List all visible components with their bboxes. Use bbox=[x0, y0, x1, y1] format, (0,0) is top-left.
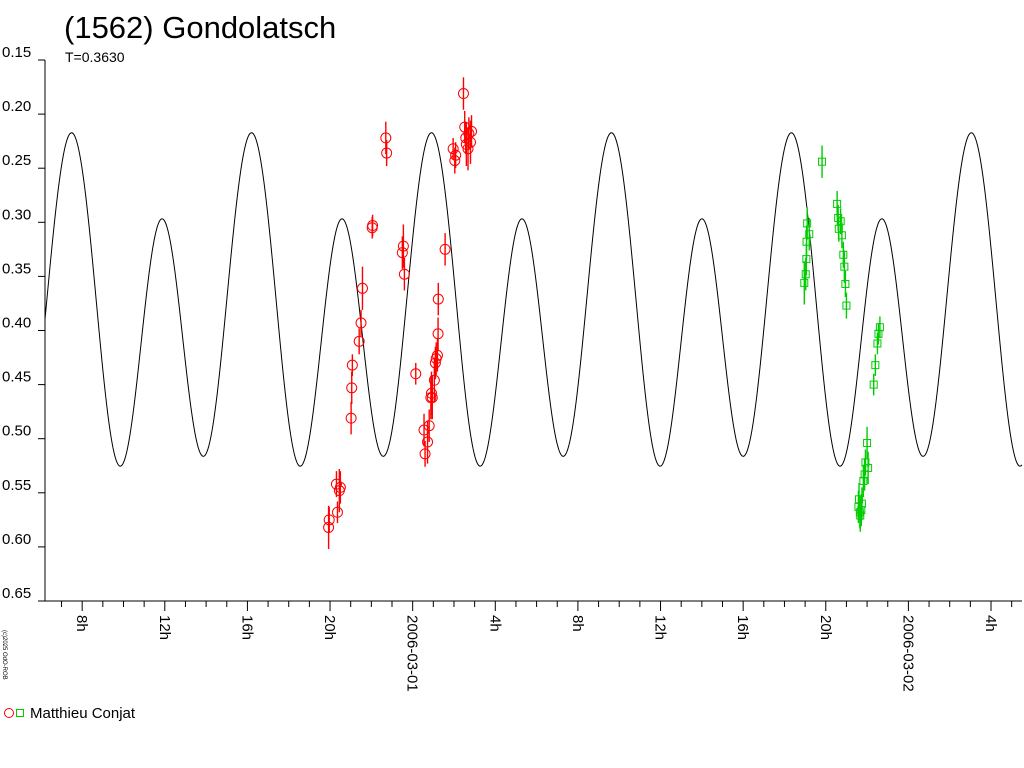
data-point-square bbox=[818, 157, 827, 166]
legend-circle-marker bbox=[4, 708, 14, 718]
data-point-circle bbox=[447, 143, 459, 155]
data-point-square bbox=[873, 339, 882, 348]
y-tick-label: 0.35 bbox=[2, 260, 31, 277]
fit-curve-line bbox=[44, 132, 1023, 467]
data-point-circle bbox=[381, 147, 393, 159]
x-tick-label: 20h bbox=[321, 615, 338, 640]
data-point-square bbox=[833, 199, 842, 208]
x-tick-label: 12h bbox=[156, 615, 173, 640]
data-point-circle bbox=[428, 374, 440, 386]
data-point-circle bbox=[419, 448, 431, 460]
data-point-circle bbox=[410, 368, 422, 380]
y-tick-label: 0.40 bbox=[2, 315, 31, 332]
legend: Matthieu Conjat bbox=[4, 703, 135, 723]
data-point-circle bbox=[345, 412, 357, 424]
x-tick-label: 8h bbox=[569, 615, 586, 632]
legend-square-marker bbox=[16, 709, 24, 717]
data-point-circle bbox=[422, 436, 434, 448]
data-point-square bbox=[800, 278, 809, 287]
data-point-circle bbox=[323, 514, 335, 526]
y-tick-label: 0.65 bbox=[2, 585, 31, 602]
data-point-circle bbox=[463, 128, 475, 140]
y-tick-label: 0.55 bbox=[2, 477, 31, 494]
data-point-square bbox=[840, 262, 849, 271]
data-point-square bbox=[805, 230, 814, 239]
x-tick-label: 4h bbox=[486, 615, 503, 632]
data-point-circle bbox=[346, 382, 358, 394]
y-tick-label: 0.15 bbox=[2, 44, 31, 61]
data-point-square bbox=[839, 250, 848, 259]
data-point-square bbox=[874, 329, 883, 338]
data-point-square bbox=[841, 279, 850, 288]
y-tick-label: 0.30 bbox=[2, 206, 31, 223]
data-point-circle bbox=[450, 149, 462, 161]
data-point-circle bbox=[431, 349, 443, 361]
x-tick-label: 8h bbox=[73, 615, 90, 632]
x-tick-label: 20h bbox=[817, 615, 834, 640]
data-point-circle bbox=[449, 155, 461, 167]
data-point-circle bbox=[396, 247, 408, 259]
chart-title: (1562) Gondolatsch bbox=[64, 10, 337, 45]
data-point-square bbox=[856, 511, 865, 520]
data-point-circle bbox=[330, 478, 342, 490]
data-point-circle bbox=[462, 143, 474, 155]
x-tick-label: 2006-03-01 bbox=[404, 615, 421, 692]
data-point-square bbox=[871, 361, 880, 370]
legend-label: Matthieu Conjat bbox=[30, 704, 136, 722]
data-point-square bbox=[837, 231, 846, 240]
data-point-circle bbox=[439, 243, 451, 255]
data-point-circle bbox=[465, 136, 477, 148]
data-point-circle bbox=[346, 359, 358, 371]
data-point-circle bbox=[334, 481, 346, 493]
data-point-circle bbox=[397, 240, 409, 252]
data-point-circle bbox=[429, 357, 441, 369]
data-point-square bbox=[803, 219, 812, 228]
x-tick-label: 2006-03-02 bbox=[899, 615, 916, 692]
y-tick-label: 0.50 bbox=[2, 423, 31, 440]
data-point-circle bbox=[457, 88, 469, 100]
y-tick-label: 0.60 bbox=[2, 531, 31, 548]
chart-subtitle: T=0.3630 bbox=[65, 49, 125, 65]
data-point-square bbox=[875, 323, 884, 332]
data-point-square bbox=[857, 499, 866, 508]
data-point-circle bbox=[398, 268, 410, 280]
data-point-circle bbox=[426, 392, 438, 404]
data-point-square bbox=[864, 463, 873, 472]
x-tick-label: 16h bbox=[734, 615, 751, 640]
x-tick-label: 4h bbox=[982, 615, 999, 632]
data-point-circle bbox=[380, 132, 392, 144]
x-tick-label: 12h bbox=[652, 615, 669, 640]
data-point-circle bbox=[367, 220, 379, 232]
data-point-circle bbox=[423, 420, 435, 432]
data-point-square bbox=[863, 439, 872, 448]
x-tick-label: 16h bbox=[238, 615, 255, 640]
y-tick-label: 0.45 bbox=[2, 369, 31, 386]
data-point-circle bbox=[356, 282, 368, 294]
data-point-square bbox=[861, 458, 870, 467]
data-point-circle bbox=[425, 387, 437, 399]
data-point-circle bbox=[432, 328, 444, 340]
data-point-square bbox=[836, 217, 845, 226]
data-point-circle bbox=[432, 293, 444, 305]
data-point-square bbox=[859, 476, 868, 485]
data-point-circle bbox=[331, 506, 343, 518]
data-point-circle bbox=[353, 335, 365, 347]
y-tick-label: 0.20 bbox=[2, 98, 31, 115]
y-tick-label: 0.25 bbox=[2, 152, 31, 169]
data-point-circle bbox=[355, 317, 367, 329]
data-point-square bbox=[869, 380, 878, 389]
data-point-square bbox=[842, 301, 851, 310]
data-point-circle bbox=[466, 125, 478, 137]
